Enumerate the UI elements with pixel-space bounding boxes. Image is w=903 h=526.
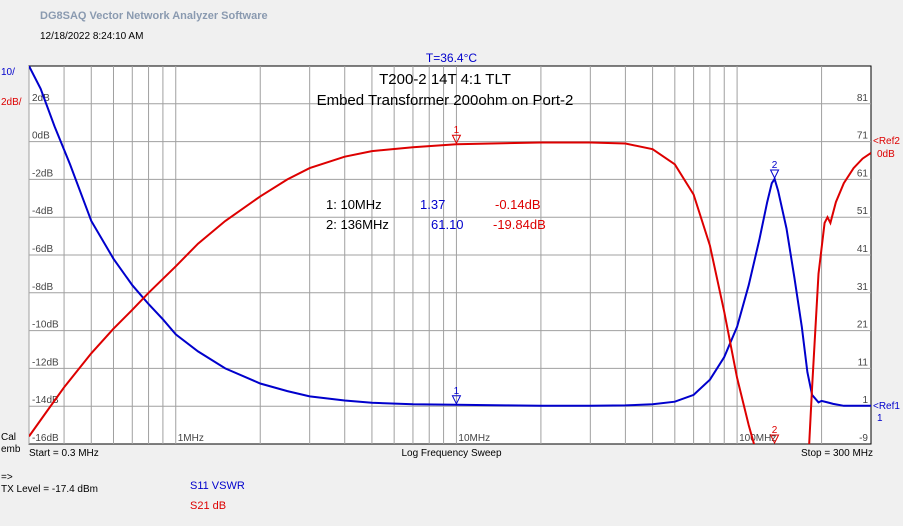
marker-id-label: 1 — [454, 386, 460, 397]
x-tick-label: 1MHz — [178, 433, 204, 444]
app-title: DG8SAQ Vector Network Analyzer Software — [40, 10, 268, 22]
cal-label: Cal — [1, 432, 17, 443]
temperature-readout: T=36.4°C — [425, 51, 478, 65]
marker-1-freq: 10MHz — [340, 197, 382, 212]
y-tick-left: -6dB — [32, 244, 53, 255]
y-tick-right: 51 — [857, 206, 869, 217]
y-tick-right: 31 — [857, 282, 869, 293]
s11-vswr-trace — [29, 66, 871, 407]
y-tick-left: 0dB — [32, 131, 50, 142]
marker-1-vswr: 1.37 — [420, 197, 446, 212]
marker-1-db: -0.14dB — [495, 197, 541, 212]
s21-db-trace — [29, 141, 871, 444]
y-tick-left: -2dB — [32, 168, 53, 179]
s11-scale-label: 10/ — [1, 67, 15, 78]
tx-arrow: => — [1, 472, 13, 483]
marker-2-vswr: 61.10 — [431, 217, 464, 232]
marker-triangle — [451, 134, 462, 145]
marker-readout-2: 2: 136MHz 61.10 -19.84dB — [326, 217, 546, 232]
sweep-stop: Stop = 300 MHz — [801, 448, 873, 459]
marker-triangle — [769, 169, 780, 180]
marker-triangle — [451, 395, 462, 405]
y-tick-left: -14dB — [32, 395, 59, 406]
sweep-type: Log Frequency Sweep — [401, 448, 502, 459]
marker-1-label: 1: — [326, 197, 337, 212]
y-tick-left: -12dB — [32, 357, 59, 368]
marker-id-label: 2 — [772, 425, 778, 436]
legend-s11: S11 VSWR — [190, 480, 245, 492]
legend-s21: S21 dB — [190, 500, 227, 512]
emb-label: emb — [1, 444, 21, 455]
y-tick-right: 41 — [857, 244, 869, 255]
s21-scale-label: 2dB/ — [1, 97, 22, 108]
y-tick-right: -9 — [859, 433, 868, 444]
ref1-value: 1 — [877, 413, 883, 424]
marker-id-label: 1 — [454, 125, 460, 136]
chart-subtitle: Embed Transformer 200ohm on Port-2 — [316, 92, 574, 109]
y-tick-right: 11 — [858, 357, 869, 368]
chart-title: T200-2 14T 4:1 TLT — [379, 71, 511, 88]
marker-2-freq: 136MHz — [340, 217, 389, 232]
ref2-value: 0dB — [877, 149, 895, 160]
marker-readout-1: 1: 10MHz 1.37 -0.14dB — [326, 197, 541, 212]
y-tick-left: -8dB — [32, 282, 53, 293]
x-tick-label: 100MHz — [739, 433, 776, 444]
y-tick-left: -10dB — [32, 320, 59, 331]
y-tick-right: 21 — [857, 320, 869, 331]
marker-2-label: 2: — [326, 217, 337, 232]
marker-triangle — [769, 434, 780, 445]
timestamp: 12/18/2022 8:24:10 AM — [40, 31, 144, 42]
y-tick-left: -4dB — [32, 206, 53, 217]
sweep-start: Start = 0.3 MHz — [29, 448, 99, 459]
y-tick-right: 61 — [857, 168, 869, 179]
y-tick-right: 81 — [857, 93, 869, 104]
marker-2-db: -19.84dB — [493, 217, 546, 232]
ref2-label: <Ref2 — [873, 136, 900, 147]
marker-id-label: 2 — [772, 160, 778, 171]
ref1-label: <Ref1 — [873, 401, 900, 412]
x-tick-label: 10MHz — [458, 433, 490, 444]
y-tick-right: 1 — [862, 395, 868, 406]
y-tick-left: -16dB — [32, 433, 59, 444]
y-tick-right: 71 — [857, 131, 869, 142]
y-tick-left: 2dB — [32, 93, 50, 104]
tx-level: TX Level = -17.4 dBm — [1, 484, 98, 495]
